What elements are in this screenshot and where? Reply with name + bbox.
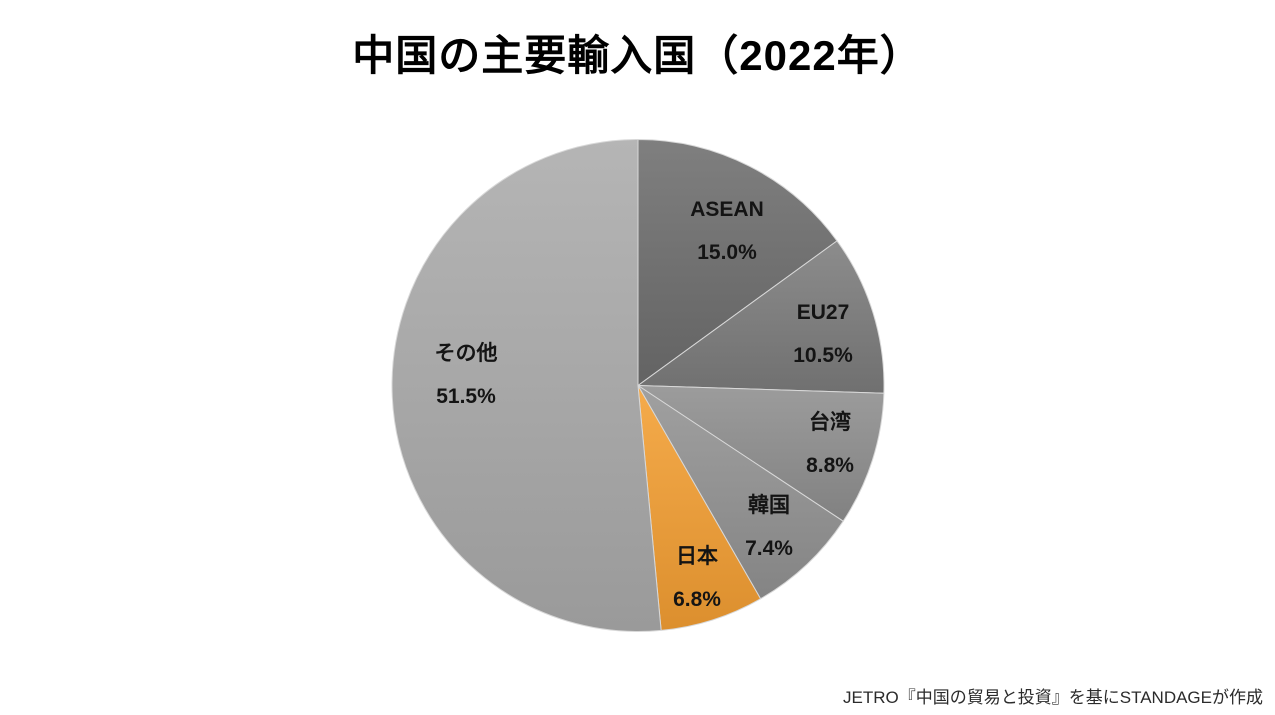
- chart-title: 中国の主要輸入国（2022年）: [352, 32, 923, 79]
- pie-slice-日本: [637, 385, 762, 631]
- pie-slice-台湾: [637, 385, 885, 522]
- pie-slice-ASEAN: [637, 139, 838, 386]
- pie-slice-EU27: [637, 240, 885, 394]
- pie-slice-韓国: [637, 385, 844, 600]
- source-attribution: JETRO『中国の貿易と投資』を基にSTANDAGEが作成: [843, 688, 1263, 707]
- pie-slice-その他: [391, 139, 662, 632]
